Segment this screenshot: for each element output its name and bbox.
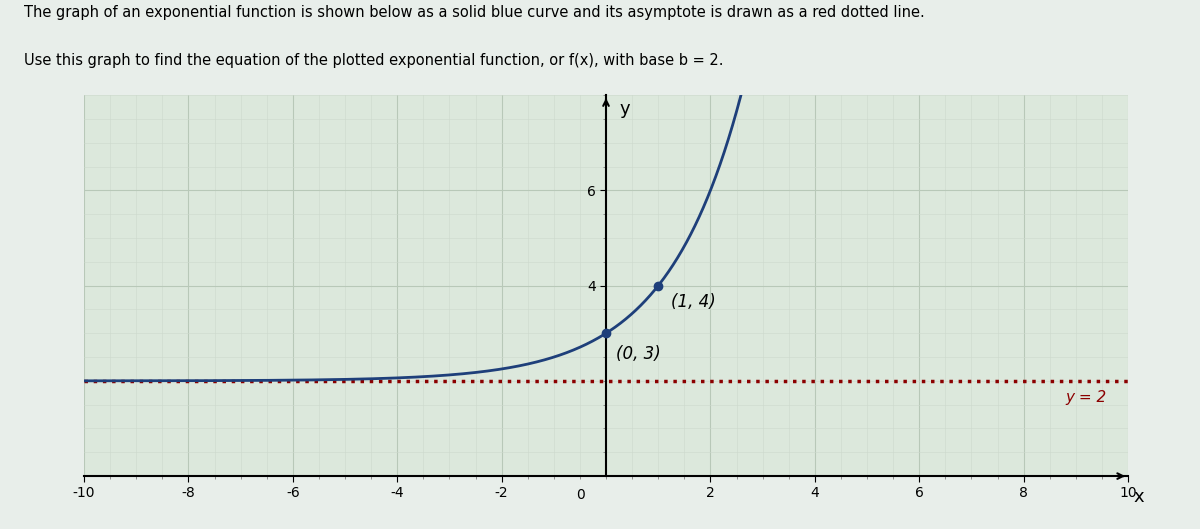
- Text: y: y: [619, 100, 630, 118]
- Text: x: x: [1133, 488, 1144, 506]
- Text: y = 2: y = 2: [1066, 390, 1106, 405]
- Text: 0: 0: [576, 488, 586, 502]
- Text: (0, 3): (0, 3): [617, 345, 661, 363]
- Text: The graph of an exponential function is shown below as a solid blue curve and it: The graph of an exponential function is …: [24, 5, 925, 20]
- Text: Use this graph to find the equation of the plotted exponential function, or f(x): Use this graph to find the equation of t…: [24, 53, 724, 68]
- Text: (1, 4): (1, 4): [671, 293, 716, 311]
